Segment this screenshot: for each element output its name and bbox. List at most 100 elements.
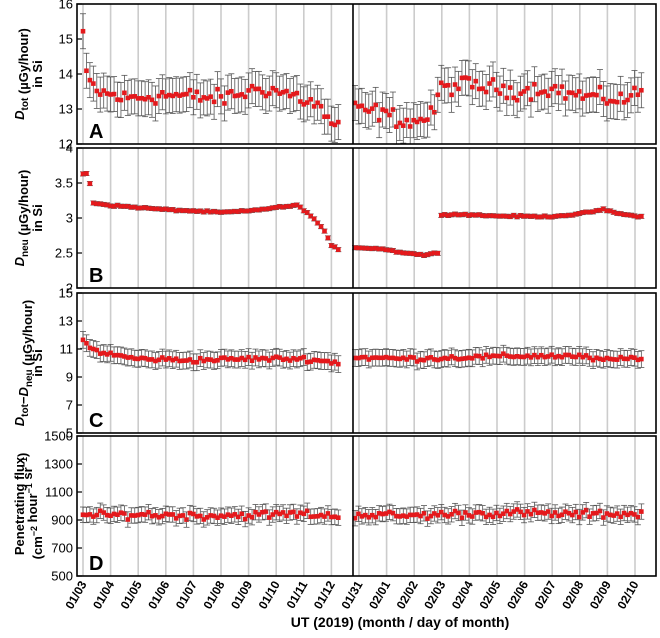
y-axis-label: in Si bbox=[30, 349, 45, 376]
marker bbox=[425, 355, 430, 361]
y-axis-label: (cm−2 hour−1 sr−1) bbox=[15, 453, 45, 560]
data-point bbox=[321, 508, 328, 525]
y-axis-label: in Si bbox=[30, 204, 45, 231]
marker bbox=[518, 354, 523, 360]
marker bbox=[115, 97, 120, 102]
marker bbox=[514, 214, 520, 220]
marker bbox=[514, 507, 520, 512]
marker bbox=[580, 96, 585, 101]
data-point bbox=[403, 102, 410, 138]
marker bbox=[514, 353, 520, 359]
y-axis-label-part: D bbox=[12, 256, 27, 266]
marker bbox=[573, 211, 579, 217]
data-point bbox=[479, 349, 486, 368]
marker bbox=[332, 122, 338, 128]
marker bbox=[590, 357, 596, 363]
marker bbox=[301, 208, 307, 214]
data-point bbox=[138, 349, 145, 367]
data-point bbox=[224, 506, 231, 523]
data-point bbox=[135, 506, 142, 524]
data-point bbox=[131, 78, 138, 115]
marker bbox=[428, 355, 434, 360]
data-point bbox=[634, 76, 641, 113]
marker bbox=[273, 87, 279, 93]
marker bbox=[421, 357, 427, 363]
marker bbox=[418, 513, 423, 519]
data-point bbox=[249, 68, 256, 105]
marker bbox=[132, 94, 138, 99]
marker bbox=[397, 514, 403, 519]
data-point bbox=[100, 72, 107, 109]
marker bbox=[452, 82, 458, 87]
data-point bbox=[638, 72, 645, 109]
data-point bbox=[462, 211, 469, 217]
marker bbox=[329, 243, 334, 248]
data-point bbox=[104, 75, 111, 112]
x-tick-label: 02/10 bbox=[614, 578, 641, 611]
marker bbox=[432, 250, 437, 256]
data-point bbox=[266, 75, 273, 112]
marker bbox=[260, 355, 265, 361]
marker bbox=[122, 511, 127, 516]
data-point bbox=[531, 501, 538, 519]
data-point bbox=[579, 348, 586, 366]
data-point bbox=[228, 73, 235, 110]
marker bbox=[256, 207, 262, 213]
marker bbox=[239, 355, 244, 361]
marker bbox=[356, 511, 361, 517]
marker bbox=[604, 355, 610, 361]
marker bbox=[545, 354, 551, 359]
data-point bbox=[290, 76, 297, 113]
data-point bbox=[245, 348, 252, 366]
marker bbox=[418, 116, 423, 122]
marker bbox=[211, 358, 217, 364]
data-point bbox=[262, 78, 269, 114]
data-point bbox=[121, 347, 128, 366]
data-point bbox=[200, 511, 207, 528]
marker bbox=[525, 85, 530, 91]
marker bbox=[322, 514, 327, 519]
marker bbox=[260, 509, 265, 515]
data-point bbox=[403, 350, 410, 369]
marker bbox=[390, 355, 396, 361]
x-tick-label: 02/09 bbox=[587, 578, 614, 611]
marker bbox=[518, 213, 523, 218]
data-point bbox=[555, 347, 562, 365]
y-axis-label-part: −2 bbox=[29, 526, 39, 536]
marker bbox=[142, 205, 148, 210]
marker bbox=[456, 86, 461, 92]
marker bbox=[411, 251, 416, 256]
marker bbox=[583, 353, 589, 358]
panel-letter: D bbox=[89, 553, 103, 575]
data-point bbox=[383, 93, 390, 129]
data-point bbox=[603, 349, 610, 367]
data-point bbox=[531, 346, 538, 364]
data-point bbox=[438, 504, 445, 521]
marker bbox=[490, 514, 496, 520]
marker bbox=[222, 209, 227, 215]
data-point bbox=[124, 80, 131, 116]
marker bbox=[497, 353, 503, 359]
marker bbox=[253, 207, 258, 213]
marker bbox=[549, 86, 554, 92]
marker bbox=[363, 107, 368, 113]
data-point bbox=[424, 349, 431, 367]
marker bbox=[329, 361, 334, 366]
marker bbox=[277, 204, 282, 209]
marker bbox=[487, 354, 492, 360]
data-point bbox=[531, 213, 538, 219]
data-point bbox=[176, 77, 183, 114]
marker bbox=[366, 357, 372, 362]
marker bbox=[632, 213, 637, 219]
marker bbox=[91, 81, 96, 86]
data-point bbox=[355, 349, 362, 367]
data-point bbox=[552, 504, 559, 521]
data-point bbox=[235, 508, 242, 525]
data-point bbox=[376, 505, 383, 522]
data-point bbox=[441, 349, 448, 367]
marker bbox=[394, 356, 399, 361]
marker bbox=[549, 214, 554, 220]
marker bbox=[180, 513, 186, 518]
data-point bbox=[221, 85, 228, 122]
marker bbox=[490, 77, 496, 82]
